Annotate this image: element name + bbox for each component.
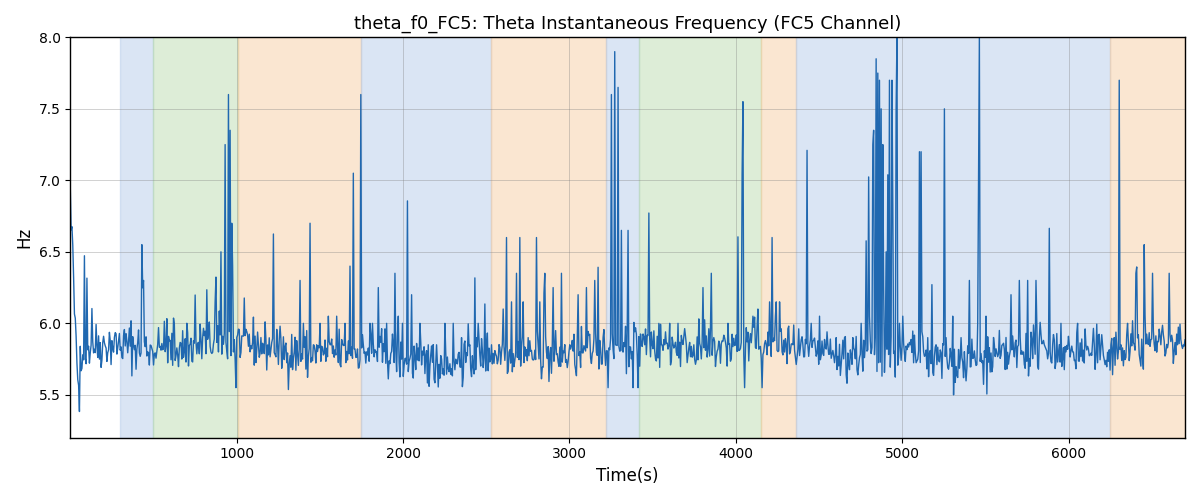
Bar xyxy=(606,38,640,438)
Bar xyxy=(761,38,796,438)
Bar xyxy=(1110,38,1186,438)
Y-axis label: Hz: Hz xyxy=(16,227,34,248)
Title: theta_f0_FC5: Theta Instantaneous Frequency (FC5 Channel): theta_f0_FC5: Theta Instantaneous Freque… xyxy=(354,15,901,34)
Bar xyxy=(491,38,606,438)
Bar xyxy=(154,38,239,438)
Bar xyxy=(361,38,491,438)
Bar xyxy=(796,38,1110,438)
Bar xyxy=(640,38,761,438)
X-axis label: Time(s): Time(s) xyxy=(596,467,659,485)
Bar xyxy=(239,38,361,438)
Bar xyxy=(120,38,154,438)
